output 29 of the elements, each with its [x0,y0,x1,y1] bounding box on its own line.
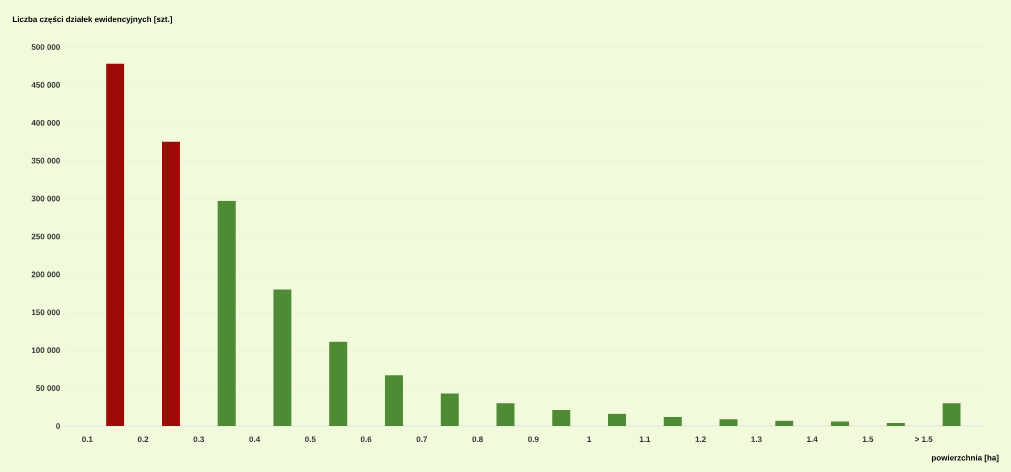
y-tick-label: 350 000 [31,157,60,164]
x-tick-label: > 1.5 [915,436,933,442]
y-tick-label: 50 000 [36,385,60,391]
y-tick-label: 500 000 [31,44,60,50]
x-tick-label: 0.6 [360,436,372,443]
x-tick-label: 0.7 [416,436,428,443]
y-tick-label: 100 000 [31,347,60,354]
y-tick-label: 300 000 [31,195,60,202]
x-tick-label: 0.1 [82,436,93,443]
y-tick-label: 250 000 [31,233,60,240]
y-axis-title: Liczba części działek ewidencyjnych [szt.] [12,16,172,24]
y-tick-label: 150 000 [31,309,60,316]
x-tick-label: 0.8 [472,436,483,443]
x-axis-title: powierzchnia [ha] [931,454,999,463]
y-tick-label: 0 [56,423,60,429]
y-tick-label: 450 000 [31,82,60,88]
x-tick-label: 1.5 [862,436,874,442]
y-tick-label: 400 000 [31,119,60,126]
x-tick-label: 0.3 [193,436,205,443]
x-tick-label: 0.9 [528,436,539,443]
x-tick-label: 1 [587,436,592,442]
x-tick-label: 0.5 [305,436,316,443]
x-tick-label: 1.1 [639,436,651,442]
x-tick-label: 1.3 [751,436,762,443]
y-tick-label: 200 000 [31,271,60,278]
x-tick-label: 1.2 [695,436,706,442]
x-tick-label: 1.4 [807,436,818,442]
x-tick-label: 0.4 [249,436,261,443]
x-tick-label: 0.2 [137,436,149,443]
